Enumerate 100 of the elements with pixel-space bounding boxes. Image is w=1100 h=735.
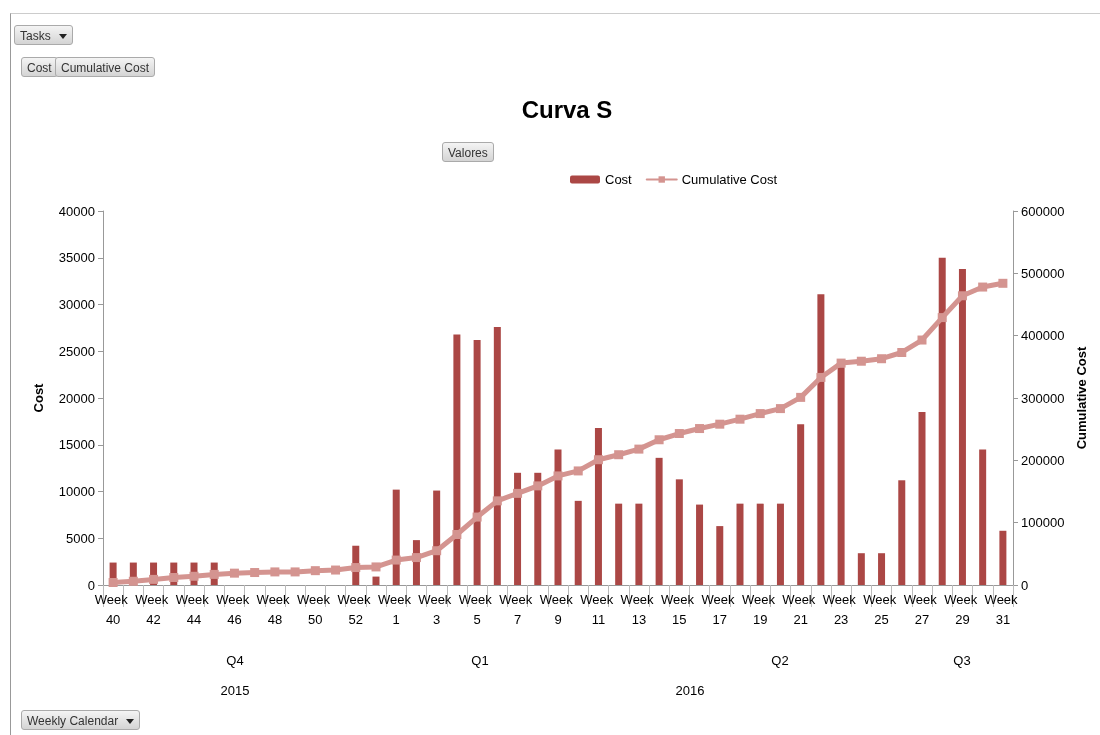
point <box>957 291 967 301</box>
x-tick-label: Week 17 <box>701 591 739 627</box>
x-tick-label: Week 13 <box>620 591 658 627</box>
y-tick-label: 30000 <box>58 297 95 312</box>
point <box>978 282 988 292</box>
point <box>755 409 765 419</box>
bar <box>372 576 380 585</box>
point <box>897 348 907 357</box>
text: Weekly Calendar <box>27 714 119 728</box>
bar <box>918 412 926 585</box>
point <box>452 530 462 540</box>
x-tick-label: Week 40 <box>94 591 132 627</box>
y-tick-label: 40000 <box>58 203 95 219</box>
point <box>695 424 705 434</box>
point <box>169 573 179 583</box>
x-tick-label: Week 44 <box>175 591 213 627</box>
point <box>310 566 320 576</box>
point <box>796 392 806 402</box>
bar <box>797 424 805 585</box>
text: Tasks <box>20 29 51 43</box>
y2-tick-label: 0 <box>1021 577 1029 593</box>
bar <box>554 449 562 585</box>
y2-tick-label: 400000 <box>1021 328 1065 344</box>
y2-tick-label: 200000 <box>1021 452 1065 468</box>
point <box>856 356 866 366</box>
bar <box>756 503 764 585</box>
bar <box>776 503 784 585</box>
point <box>290 567 300 577</box>
bar <box>453 334 461 585</box>
bar <box>493 326 501 585</box>
y-tick-label: 0 <box>87 577 95 593</box>
text: Q3 <box>953 652 971 668</box>
bar <box>473 340 481 585</box>
bar <box>433 490 441 585</box>
x-tick-label: Week 9 <box>539 591 577 627</box>
bar <box>534 472 542 585</box>
x-tick-label: Week 48 <box>256 591 294 627</box>
point <box>775 404 785 414</box>
x-tick-label: Week 50 <box>297 591 334 627</box>
point <box>654 435 664 445</box>
point <box>411 553 421 563</box>
x-tick-label: Week 42 <box>135 591 172 627</box>
point <box>250 568 260 578</box>
point <box>917 335 927 345</box>
x-tick-label: Week 19 <box>741 591 779 627</box>
y-tick-label: 20000 <box>58 390 95 406</box>
bar <box>594 427 602 585</box>
y-tick-label: 15000 <box>58 437 95 453</box>
point <box>189 571 199 581</box>
y-tick-label: 35000 <box>58 250 95 266</box>
bar <box>716 526 724 585</box>
y2-tick-label: 600000 <box>1021 203 1065 219</box>
text: 2016 <box>675 682 705 698</box>
point <box>674 429 684 439</box>
point <box>472 512 482 522</box>
x-tick-label: Week 46 <box>216 591 253 627</box>
text: Q1 <box>471 652 489 668</box>
point <box>371 562 381 572</box>
x-tick-label: Week 31 <box>984 591 1022 627</box>
bar <box>635 503 643 585</box>
y2-tick-label: 100000 <box>1021 515 1065 531</box>
point <box>270 567 280 577</box>
y2-tick-label: 300000 <box>1021 390 1065 406</box>
chart-title: Curva S <box>521 95 613 123</box>
y2-axis-title: Cumulative Cost <box>1074 346 1090 450</box>
bar <box>979 449 987 585</box>
point <box>108 578 118 588</box>
bar <box>736 503 744 585</box>
point <box>351 563 361 573</box>
point <box>735 414 745 424</box>
bar <box>392 489 400 585</box>
x-tick-label: Week 29 <box>944 591 981 627</box>
y-axis-title: Cost <box>31 382 46 413</box>
bar <box>999 530 1007 585</box>
point <box>593 455 603 465</box>
point <box>877 354 887 364</box>
point <box>432 546 442 556</box>
bar <box>615 503 623 585</box>
x-tick-label: Week 3 <box>418 591 455 627</box>
point <box>937 313 947 323</box>
y-tick-label: 25000 <box>58 343 95 359</box>
legend-label: Cumulative Cost <box>681 172 778 187</box>
text: Q2 <box>771 652 789 668</box>
point <box>492 496 502 506</box>
point <box>715 419 725 429</box>
point <box>573 466 583 476</box>
legend-label: Cost <box>605 172 633 187</box>
point <box>553 471 563 481</box>
point <box>998 278 1008 288</box>
x-tick-label: Week 23 <box>822 591 860 627</box>
point <box>209 569 219 579</box>
x-tick-label: Week 11 <box>580 591 617 627</box>
bar <box>675 479 683 585</box>
x-tick-label: Week 5 <box>458 591 496 627</box>
y2-tick-label: 500000 <box>1021 265 1065 281</box>
bar <box>938 257 946 585</box>
point <box>229 568 239 578</box>
x-tick-label: Week 15 <box>661 591 698 627</box>
point <box>533 481 543 491</box>
point <box>513 488 523 498</box>
